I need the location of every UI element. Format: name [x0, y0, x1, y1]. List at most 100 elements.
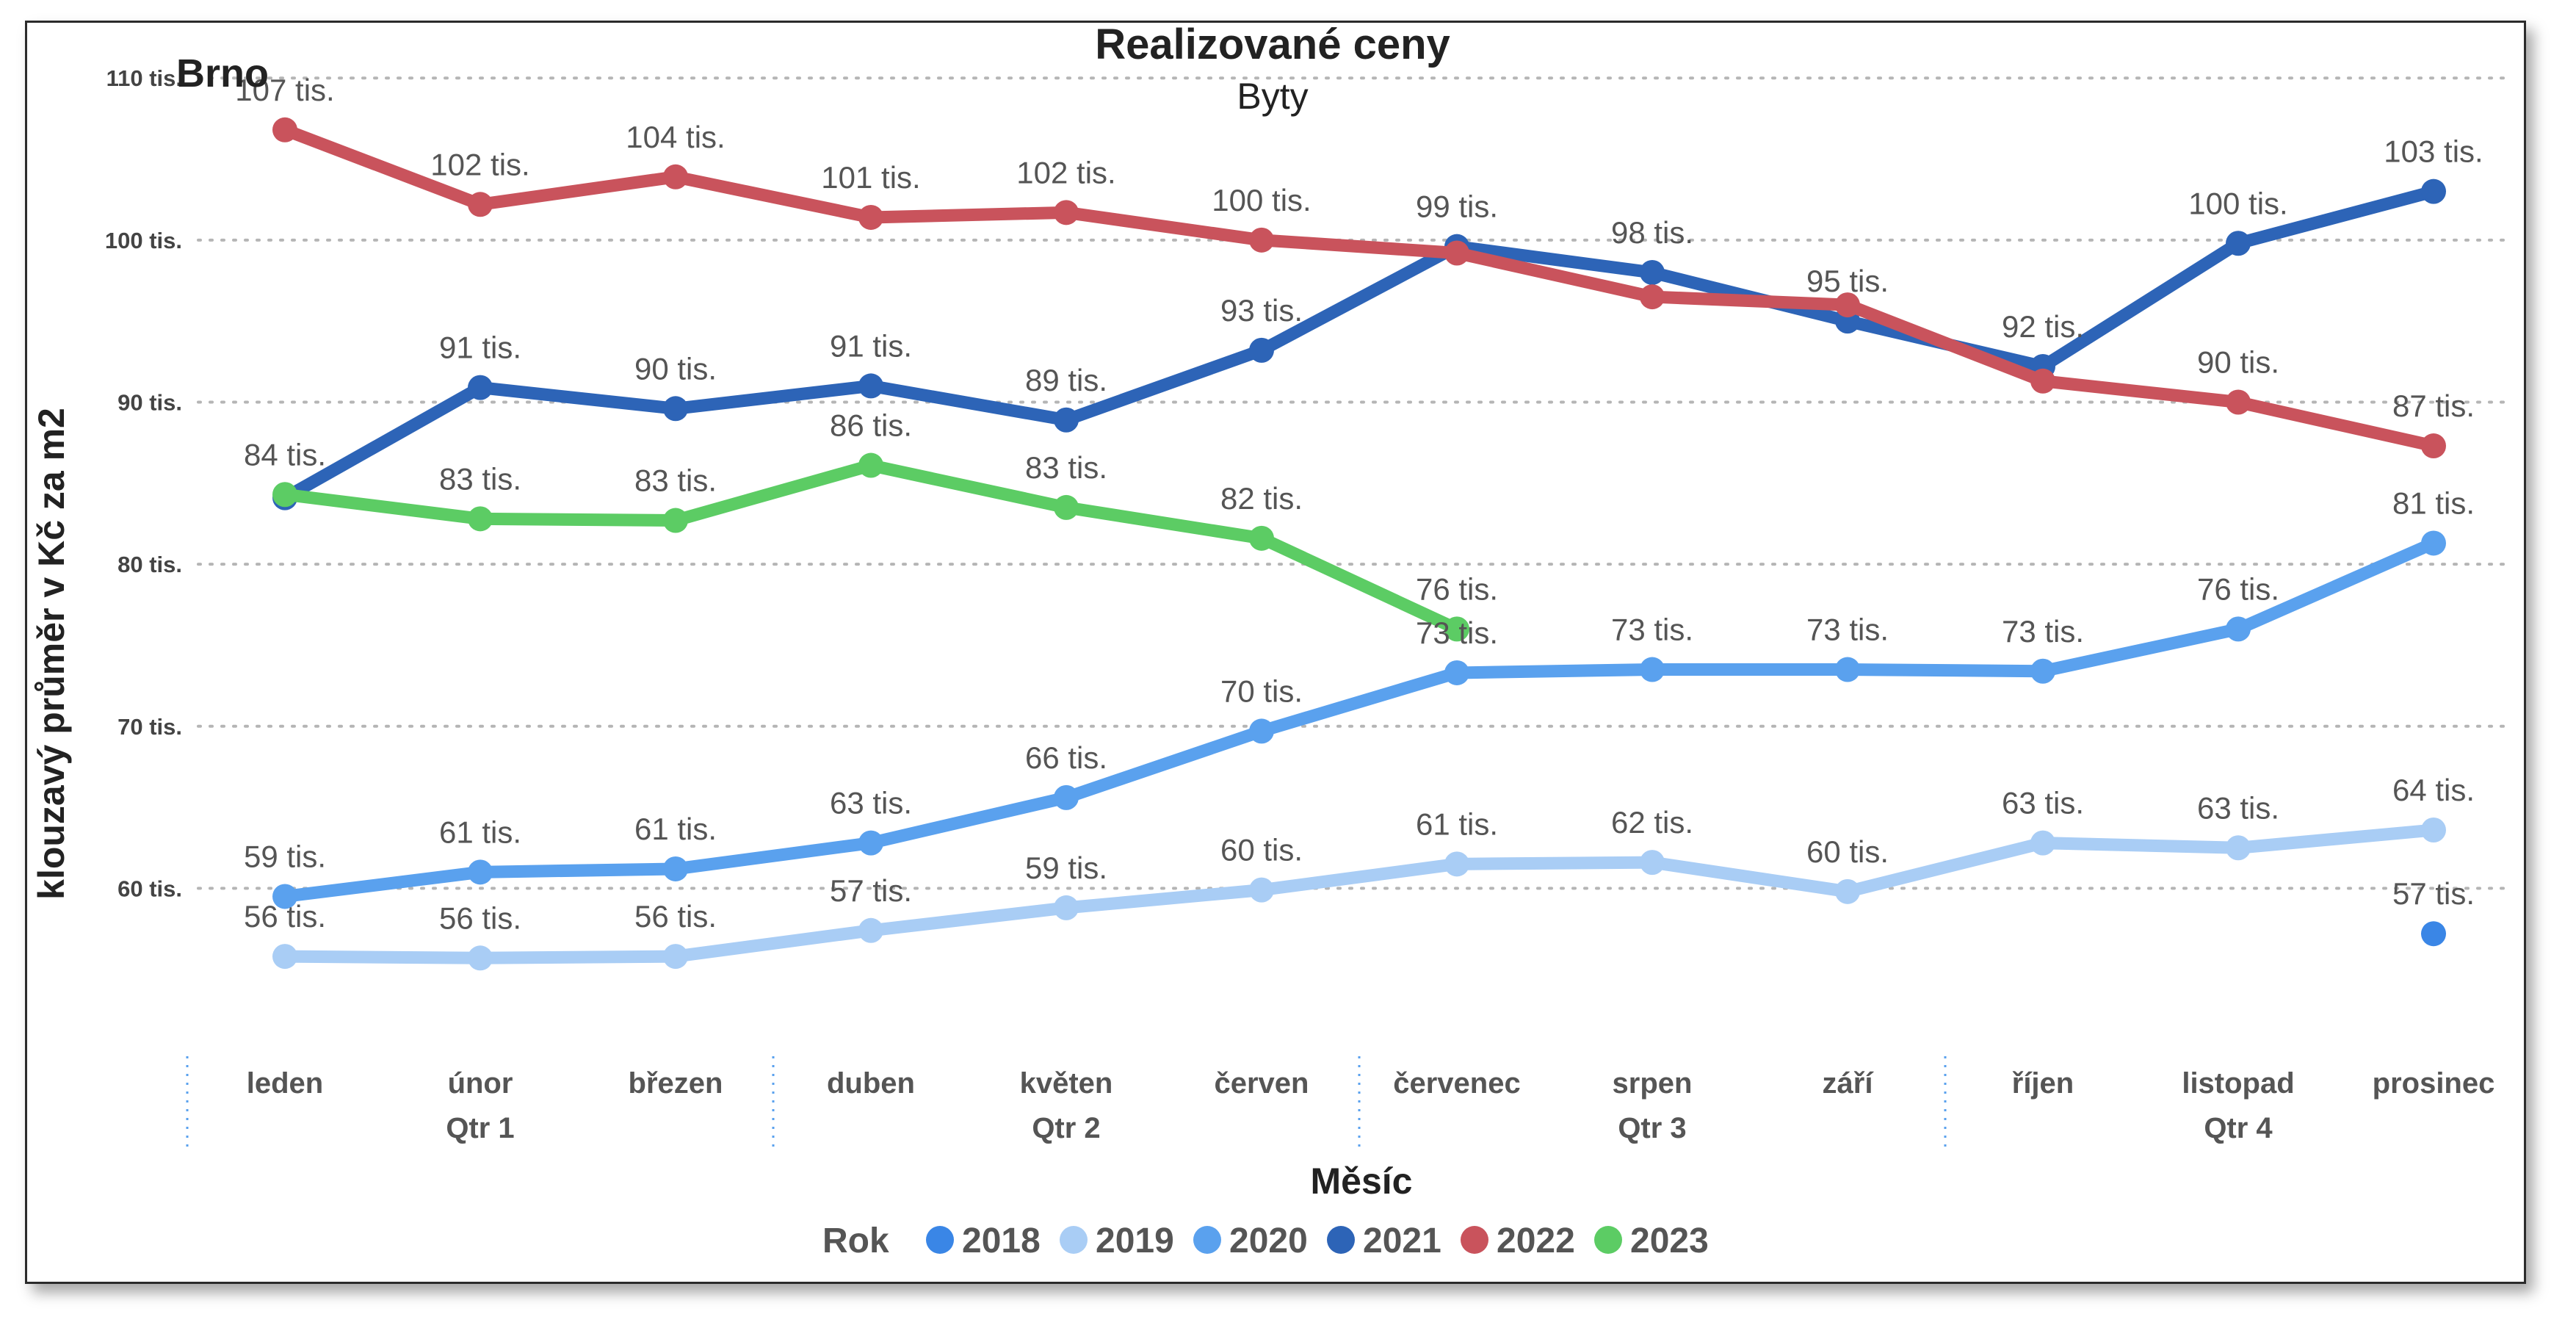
data-point-2022 [468, 192, 493, 217]
data-label-2019: 64 tis. [2392, 773, 2475, 807]
quarter-label: Qtr 3 [1618, 1112, 1686, 1144]
data-label-2019: 60 tis. [1220, 833, 1303, 867]
data-point-2022 [1640, 284, 1665, 310]
data-point-2019 [1835, 878, 1860, 904]
data-point-2021 [663, 396, 688, 422]
data-label-2022: 107 tis. [235, 73, 334, 107]
data-point-2019 [1249, 877, 1274, 903]
data-label-2023: 83 tis. [439, 461, 521, 496]
y-tick-label: 70 tis. [117, 714, 182, 740]
data-label-2022: 104 tis. [626, 120, 725, 154]
data-label-2022: 100 tis. [1212, 183, 1311, 217]
data-point-2020 [468, 859, 493, 885]
y-tick-label: 90 tis. [117, 389, 182, 415]
data-label-2022: 90 tis. [2197, 344, 2279, 379]
data-label-2020: 61 tis. [439, 815, 521, 849]
data-point-2020 [1249, 718, 1274, 744]
legend-item-2021: 2021 [1363, 1221, 1441, 1260]
data-point-2023 [858, 452, 883, 478]
x-tick-label: červenec [1393, 1067, 1520, 1100]
data-label-2020: 73 tis. [1416, 616, 1498, 650]
data-point-2020 [2226, 616, 2251, 642]
legend-item-2023: 2023 [1630, 1221, 1709, 1260]
data-point-2022 [1249, 227, 1274, 253]
data-label-2021: 89 tis. [1025, 363, 1107, 397]
series-lines [272, 117, 2446, 971]
data-point-2023 [468, 506, 493, 532]
data-label-2020: 63 tis. [830, 786, 912, 820]
data-label-2019: 57 tis. [830, 873, 912, 908]
x-tick-label: květen [1020, 1067, 1113, 1100]
data-label-2020: 73 tis. [1806, 613, 1889, 647]
data-point-2021 [2226, 231, 2251, 256]
data-label-2019: 63 tis. [2002, 786, 2084, 820]
series-line-2021 [278, 185, 2440, 505]
y-axis-ticks: 60 tis. 70 tis. 80 tis. 90 tis. 100 tis. 110 … [105, 65, 182, 901]
data-point-2019 [2226, 835, 2251, 861]
data-label-2019: 62 tis. [1611, 805, 1693, 840]
data-point-2019 [1054, 895, 1079, 920]
y-axis-title: klouzavý průměr v Kč za m2 [31, 408, 72, 900]
data-label-2020: 73 tis. [1611, 613, 1693, 647]
x-tick-label: březen [629, 1067, 723, 1100]
quarter-label: Qtr 1 [446, 1112, 514, 1144]
data-label-2020: 61 tis. [634, 812, 717, 846]
y-tick-label: 60 tis. [117, 876, 182, 901]
data-label-2019: 56 tis. [439, 901, 521, 935]
data-point-2019 [2421, 817, 2446, 842]
data-point-2023 [1444, 616, 1469, 642]
legend-marker-2021 [1327, 1226, 1355, 1254]
data-label-2021: 93 tis. [1220, 293, 1303, 328]
x-tick-label: červen [1215, 1067, 1309, 1100]
x-tick-label: září [1823, 1067, 1875, 1100]
x-tick-label: únor [448, 1067, 513, 1100]
x-tick-label: leden [247, 1067, 323, 1100]
data-label-2020: 66 tis. [1025, 740, 1107, 775]
data-label-2021: 95 tis. [1806, 264, 1889, 298]
legend-item-2020: 2020 [1229, 1221, 1308, 1260]
data-point-2019 [272, 944, 297, 970]
data-label-2019: 56 tis. [634, 899, 717, 934]
data-point-2022 [1444, 240, 1469, 266]
data-point-2019 [1444, 851, 1469, 877]
data-point-2019 [858, 917, 883, 943]
data-label-2022: 87 tis. [2392, 389, 2475, 423]
data-point-2020 [663, 856, 688, 881]
data-label-2019: 59 tis. [1025, 851, 1107, 885]
data-point-2020 [1444, 660, 1469, 685]
data-point-2022 [1835, 292, 1860, 318]
data-point-2021 [858, 373, 883, 399]
legend-item-2022: 2022 [1497, 1221, 1575, 1260]
data-label-2023: 82 tis. [1220, 481, 1303, 516]
series-line-2020 [278, 536, 2440, 903]
x-tick-label: duben [827, 1067, 915, 1100]
data-point-2020 [1054, 784, 1079, 810]
data-label-2023: 84 tis. [244, 437, 326, 472]
legend: Rok 2018 2019 2020 2021 2022 2023 [822, 1221, 1709, 1260]
data-label-2019: 63 tis. [2197, 790, 2279, 825]
data-point-2022 [1054, 200, 1079, 225]
data-point-2022 [2226, 389, 2251, 415]
data-point-2019 [2030, 830, 2055, 856]
data-point-2020 [1640, 657, 1665, 682]
data-label-2021: 92 tis. [2002, 309, 2084, 344]
y-tick-label: 100 tis. [105, 228, 182, 253]
chart-subtitle: Byty [1237, 76, 1308, 117]
data-label-2023: 83 tis. [634, 463, 717, 498]
data-label-2021: 91 tis. [439, 331, 521, 365]
data-label-2020: 76 tis. [2197, 571, 2279, 606]
data-label-2021: 90 tis. [634, 351, 717, 386]
data-label-2021: 98 tis. [1611, 215, 1693, 250]
data-point-2021 [1054, 407, 1079, 433]
y-tick-label: 80 tis. [117, 552, 182, 577]
legend-title: Rok [822, 1221, 889, 1260]
data-label-2019: 60 tis. [1806, 834, 1889, 869]
legend-marker-2023 [1594, 1226, 1622, 1254]
data-label-2023: 86 tis. [830, 408, 912, 443]
data-point-2023 [1054, 494, 1079, 520]
data-label-2020: 59 tis. [244, 839, 326, 873]
data-labels: 57 tis. 56 tis. 56 tis. 56 tis. 57 tis. 59 ti… [235, 73, 2483, 935]
place-label: Brno [176, 51, 269, 95]
data-label-2022: 102 tis. [1016, 155, 1115, 190]
